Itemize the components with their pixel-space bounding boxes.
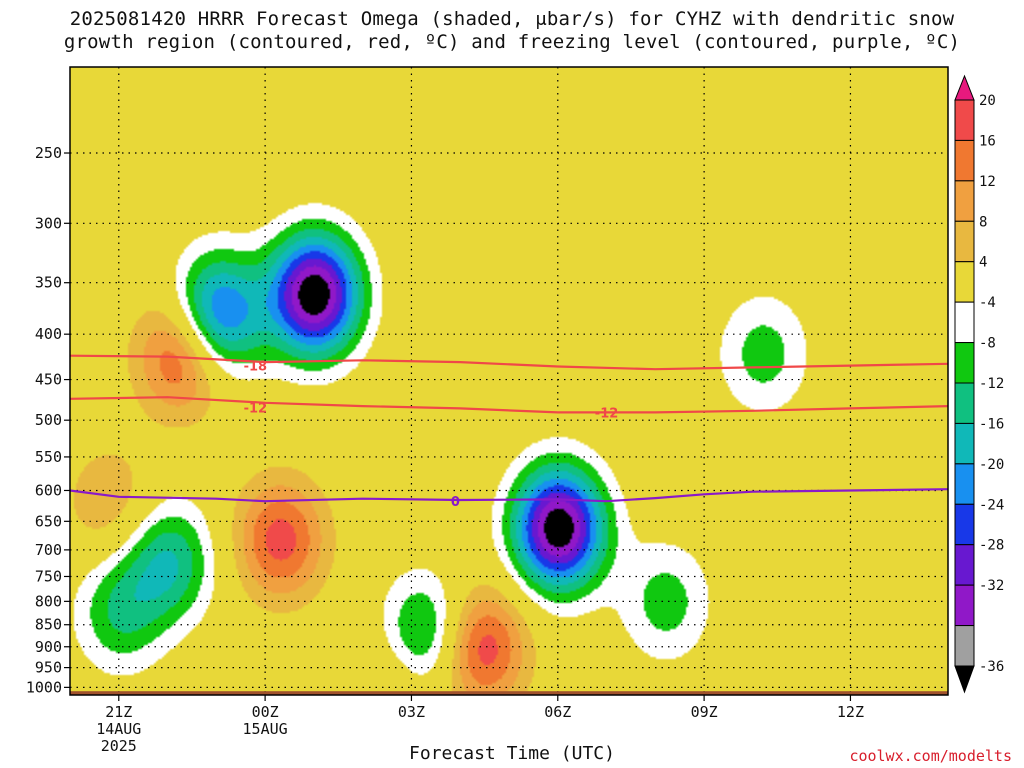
colorbar-label-3: 8 [979,214,987,230]
colorbar-box-5 [954,301,975,344]
contour-0 [69,488,949,503]
colorbar-label-5: -4 [979,295,996,311]
contour-label-3: 0 [451,495,460,510]
y-tick-label-800: 800 [35,592,62,610]
colorbar-top-arrow [954,74,975,101]
colorbar-box-1 [954,139,975,182]
contour-label-0: -18 [244,360,268,375]
y-tick-label-850: 850 [35,616,62,634]
x-tick-label-9: 06Z [544,703,571,721]
y-tick-label-950: 950 [35,659,62,677]
colorbar-box-7 [954,382,975,424]
x-tick-label-3: 00Z [252,703,279,721]
colorbar-box-13 [954,625,975,667]
ground-band [70,691,948,695]
colorbar-box-6 [954,342,975,384]
y-tick-label-500: 500 [35,411,62,429]
colorbar-box-8 [954,422,975,465]
colorbar-label-11: -28 [979,538,1004,554]
colorbar-bottom-arrow [954,665,975,694]
x-tick-year-0: 2025 [101,737,137,755]
y-tick-label-700: 700 [35,541,62,559]
colorbar-label-0: 20 [979,93,996,109]
colorbar-label-1: 16 [979,133,996,149]
colorbar-box-3 [954,220,975,263]
chart-title-line2: growth region (contoured, red, ºC) and f… [63,31,961,53]
x-axis-label: Forecast Time (UTC) [409,743,615,764]
y-tick-label-600: 600 [35,481,62,499]
colorbar-box-10 [954,503,975,546]
x-tick-label-12: 09Z [691,703,718,721]
colorbar-label-4: 4 [979,255,987,271]
y-tick-label-900: 900 [35,638,62,656]
colorbar-label-9: -20 [979,457,1004,473]
omega-shading [70,67,948,695]
plot-frame [69,66,949,696]
colorbar-box-11 [954,544,975,586]
y-tick-label-1000: 1000 [26,678,62,696]
x-tick-date-3: 15AUG [243,720,288,738]
chart-title: 2025081420 HRRR Forecast Omega (shaded, … [0,8,1024,54]
chart-title-line1: 2025081420 HRRR Forecast Omega (shaded, … [69,8,955,30]
x-tick-date-0: 14AUG [96,720,141,738]
y-tick-label-300: 300 [35,214,62,232]
y-tick-label-350: 350 [35,274,62,292]
contour-m12 [69,396,949,414]
contour-label-2: -12 [595,406,619,421]
colorbar-label-13: -36 [979,659,1004,675]
x-tick-label-0: 21Z [105,703,132,721]
colorbar-label-7: -12 [979,376,1004,392]
y-tick-label-650: 650 [35,512,62,530]
colorbar-label-8: -16 [979,416,1004,432]
grid [70,67,948,692]
y-tick-label-400: 400 [35,325,62,343]
colorbar-label-2: 12 [979,174,996,190]
colorbar: 20 16 12 8 4 -4 -8 -12 -16 -20 -24 -28 -32 -36 [954,74,1004,694]
x-tick-label-15: 12Z [837,703,864,721]
contour-label-1: -12 [244,402,268,417]
y-tick-label-550: 550 [35,448,62,466]
colorbar-box-4 [954,261,975,303]
colorbar-label-10: -24 [979,497,1004,513]
colorbar-box-0 [954,99,975,141]
y-tick-label-250: 250 [35,144,62,162]
y-tick-label-450: 450 [35,371,62,389]
x-tick-label-6: 03Z [398,703,425,721]
colorbar-label-12: -32 [979,578,1004,594]
y-tick-label-750: 750 [35,567,62,585]
colorbar-box-9 [954,463,975,505]
colorbar-box-2 [954,180,975,222]
colorbar-label-6: -8 [979,336,996,352]
contour-m18 [69,354,949,371]
colorbar-box-12 [954,584,975,627]
source-credit: coolwx.com/modelts [849,747,1012,765]
